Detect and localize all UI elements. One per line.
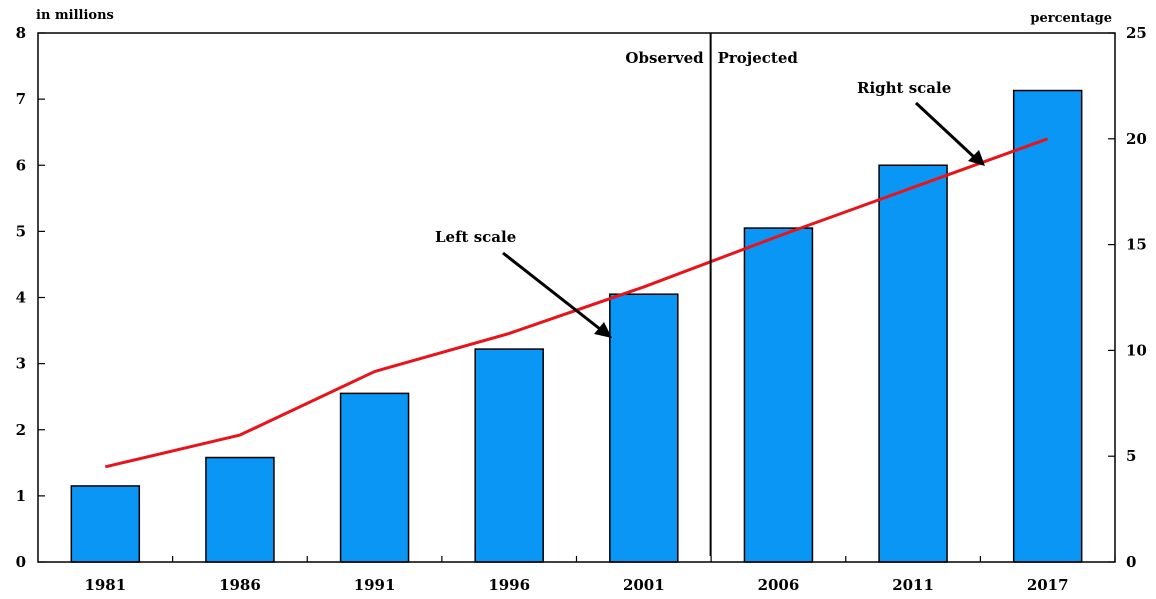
x-tick-label: 1981 bbox=[84, 576, 126, 594]
right-scale-annotation: Right scale bbox=[857, 79, 951, 97]
left-tick-label: 3 bbox=[16, 355, 26, 373]
x-tick-label: 2011 bbox=[892, 576, 934, 594]
left-scale-arrow-head bbox=[594, 322, 612, 338]
left-tick-label: 2 bbox=[16, 421, 26, 439]
text-layer: 0 1 2 3 4 5 6 7 8 0 5 10 15 20 25 1981 1986 1991 1996 2001 2… bbox=[16, 8, 1147, 594]
left-tick-label: 8 bbox=[16, 24, 26, 42]
left-tick-label: 6 bbox=[16, 156, 26, 174]
x-tick-label: 1991 bbox=[354, 576, 396, 594]
left-tick-label: 5 bbox=[16, 222, 26, 240]
x-tick-label: 1986 bbox=[219, 576, 261, 594]
bar-1991 bbox=[339, 392, 410, 563]
observed-label: Observed bbox=[625, 49, 704, 67]
left-tick-label: 4 bbox=[16, 289, 26, 307]
left-scale-annotation: Left scale bbox=[435, 228, 516, 246]
bar-1986 bbox=[205, 456, 275, 563]
left-scale-arrow-shaft bbox=[502, 251, 601, 331]
left-axis-title: in millions bbox=[36, 8, 114, 23]
left-tick-label: 7 bbox=[16, 90, 26, 108]
right-scale-arrow-shaft bbox=[914, 101, 976, 159]
right-tick-label: 10 bbox=[1126, 341, 1147, 359]
bar-1996 bbox=[474, 348, 544, 563]
x-tick-label: 2017 bbox=[1027, 576, 1069, 594]
bar-2006 bbox=[743, 227, 814, 563]
left-tick-label: 1 bbox=[16, 487, 26, 505]
bar-2011 bbox=[878, 164, 948, 563]
right-tick-label: 15 bbox=[1126, 236, 1147, 254]
right-tick-label: 25 bbox=[1126, 24, 1147, 42]
x-tick-label: 2006 bbox=[758, 576, 800, 594]
left-tick-label: 0 bbox=[16, 553, 26, 571]
right-scale-arrow-head bbox=[968, 150, 985, 166]
bar-1981 bbox=[70, 485, 141, 563]
bar-2017 bbox=[1012, 89, 1083, 563]
right-tick-label: 0 bbox=[1126, 553, 1136, 571]
x-tick-label: 2001 bbox=[623, 576, 665, 594]
axes-layer bbox=[37, 32, 1116, 563]
x-tick-label: 1996 bbox=[488, 576, 530, 594]
projected-label: Projected bbox=[718, 49, 799, 67]
bars-layer bbox=[70, 89, 1083, 563]
right-tick-label: 5 bbox=[1126, 447, 1136, 465]
bar-2001 bbox=[609, 293, 679, 563]
right-tick-label: 20 bbox=[1126, 130, 1147, 148]
right-axis-title: percentage bbox=[1030, 11, 1112, 26]
